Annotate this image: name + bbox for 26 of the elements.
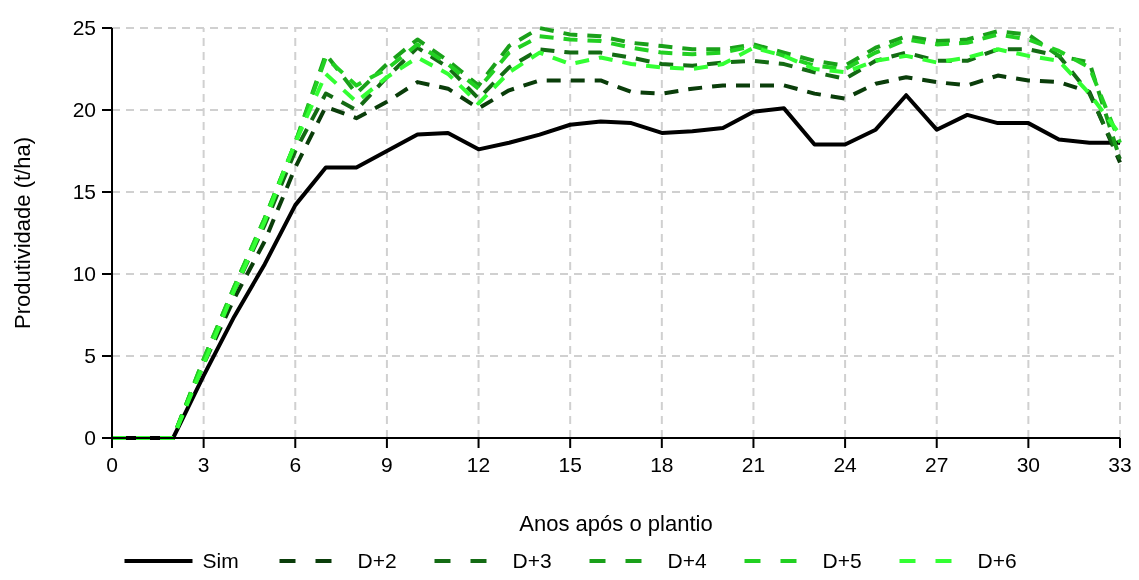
x-tick-label: 33 [1108,453,1132,476]
x-tick-label: 6 [289,453,302,476]
y-tick-label: 5 [84,344,96,367]
legend-label: D+5 [822,549,862,572]
x-tick-label: 12 [466,453,491,476]
legend-label: Sim [202,549,239,572]
x-tick-label: 30 [1016,453,1041,476]
x-tick-label: 3 [197,453,210,476]
legend-label: D+6 [977,549,1017,572]
y-tick-label: 0 [84,426,96,449]
y-tick-label: 10 [72,262,96,285]
legend-label: D+3 [512,549,552,572]
legend-label: D+2 [357,549,397,572]
x-tick-label: 9 [381,453,393,476]
y-tick-label: 20 [72,98,96,121]
y-tick-label: 25 [72,16,96,39]
legend-label: D+4 [667,549,707,572]
x-tick-label: 24 [833,453,858,476]
x-tick-label: 18 [650,453,674,476]
y-tick-label: 15 [72,180,96,203]
x-tick-label: 27 [925,453,949,476]
x-tick-label: 0 [106,453,118,476]
x-tick-label: 15 [558,453,582,476]
x-axis-title: Anos após o plantio [519,511,713,536]
y-axis-title: Produtividade (t/ha) [10,137,35,329]
x-tick-label: 21 [741,453,766,476]
